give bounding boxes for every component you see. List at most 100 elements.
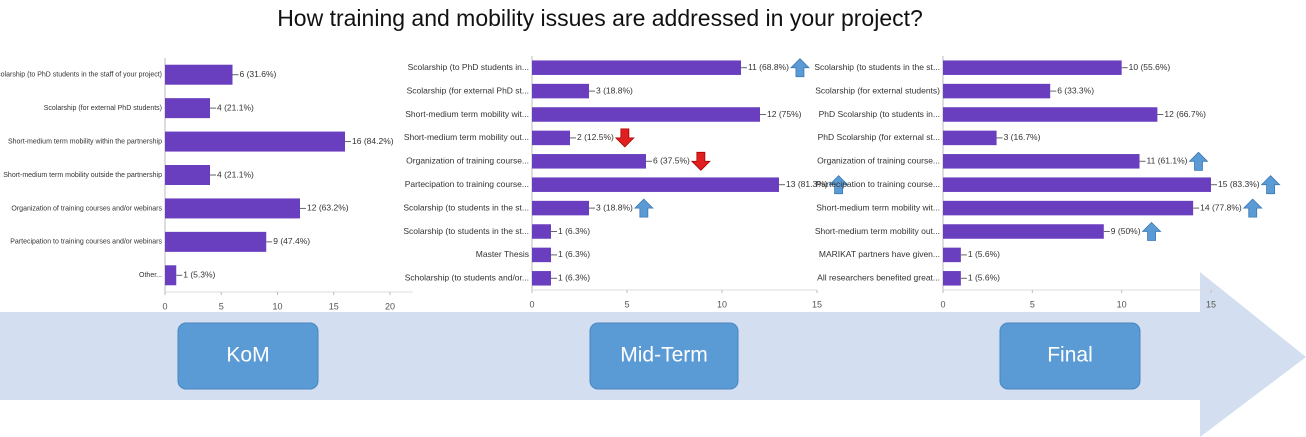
category-label: Scholarship (to students and/or... <box>405 273 529 283</box>
value-label: 13 (81.3%) <box>786 179 828 189</box>
value-label: 16 (84.2%) <box>352 136 394 146</box>
x-tick-label: 10 <box>717 299 727 309</box>
trend-up-icon <box>633 198 654 218</box>
trend-up-icon <box>789 58 810 78</box>
category-label: Organization of training course... <box>817 156 940 166</box>
category-label: Other... <box>139 272 162 279</box>
bar <box>165 98 210 119</box>
x-tick-label: 0 <box>162 301 167 311</box>
value-label: 12 (66.7%) <box>1164 109 1206 119</box>
bar <box>532 107 760 122</box>
category-label: Scolarship (to students in the st... <box>814 62 940 72</box>
x-tick-label: 10 <box>1117 299 1127 309</box>
bar <box>943 224 1104 239</box>
stage-box <box>589 322 739 390</box>
value-label: 15 (83.3%) <box>1218 179 1260 189</box>
trend-up-icon <box>828 175 849 195</box>
value-label: 12 (63.2%) <box>307 203 349 213</box>
x-tick-label: 15 <box>329 301 339 311</box>
x-tick-label: 0 <box>529 299 534 309</box>
trend-up-icon <box>1242 198 1263 218</box>
bar <box>532 200 589 216</box>
category-label: Scolarship (for external students) <box>815 85 940 95</box>
x-tick-label: 10 <box>272 301 282 311</box>
value-label: 3 (18.8%) <box>596 202 633 212</box>
category-label: Scolarship (to students in the st... <box>403 202 529 212</box>
value-label: 1 (6.3%) <box>558 273 590 283</box>
value-label: 14 (77.8%) <box>1200 202 1242 212</box>
category-label: Short-medium term mobility out... <box>404 132 529 142</box>
x-tick-label: 0 <box>940 299 945 309</box>
bar <box>165 165 210 185</box>
stage-label: Final <box>1047 344 1093 367</box>
bar <box>943 107 1158 122</box>
value-label: 4 (21.1%) <box>217 169 254 179</box>
bar <box>943 200 1194 216</box>
value-label: 12 (75%) <box>767 109 802 119</box>
x-tick-label: 15 <box>812 299 822 309</box>
value-label: 10 (55.6%) <box>1129 62 1171 72</box>
value-label: 6 (31.6%) <box>240 69 277 79</box>
value-label: 6 (33.3%) <box>1057 85 1094 95</box>
bar <box>532 130 570 146</box>
stage-label: KoM <box>226 344 269 367</box>
category-label: Scolarship (for external PhD st... <box>407 85 529 95</box>
bar <box>165 64 233 85</box>
bar <box>532 271 551 286</box>
stage-box <box>177 322 319 390</box>
bar <box>943 154 1140 169</box>
category-label: MARIKAT partners have given... <box>819 249 940 259</box>
value-label: 9 (50%) <box>1111 226 1141 236</box>
value-label: 11 (61.1%) <box>1147 156 1188 166</box>
category-label: Short-medium term mobility wit... <box>405 109 529 119</box>
category-label: Short-medium term mobility within the pa… <box>8 138 162 145</box>
bar <box>165 131 345 152</box>
bar <box>165 198 300 219</box>
x-tick-label: 20 <box>385 301 395 311</box>
bar <box>532 154 646 169</box>
bar <box>943 130 997 146</box>
category-label: PhD Scolarship (to students in... <box>819 109 940 119</box>
value-label: 6 (37.5%) <box>653 156 690 166</box>
bar <box>943 247 961 263</box>
bar <box>943 60 1122 75</box>
value-label: 3 (16.7%) <box>1004 132 1041 142</box>
category-label: Scolarship (to PhD students in the staff… <box>0 72 162 79</box>
category-label: Partecipation to training courses and/or… <box>10 239 162 246</box>
value-label: 1 (6.3%) <box>558 249 590 259</box>
trend-down-icon <box>614 128 635 148</box>
bar <box>532 224 551 239</box>
trend-down-icon <box>690 151 711 171</box>
category-label: Partecipation to training course... <box>816 179 940 189</box>
value-label: 4 (21.1%) <box>217 102 254 112</box>
value-label: 2 (12.5%) <box>577 132 614 142</box>
x-tick-label: 15 <box>1206 299 1216 309</box>
value-label: 1 (5.3%) <box>183 270 215 280</box>
category-label: Scolarship (to PhD students in... <box>408 62 529 72</box>
bar <box>532 60 741 75</box>
category-label: Scolarship (to students in the st... <box>403 226 529 236</box>
value-label: 1 (5.6%) <box>968 249 1000 259</box>
trend-up-icon <box>1141 221 1162 241</box>
category-label: Organization of training course... <box>406 156 529 166</box>
category-label: Short-medium term mobility wit... <box>816 202 940 212</box>
trend-up-icon <box>1260 175 1281 195</box>
category-label: Short-medium term mobility out... <box>815 226 940 236</box>
category-label: PhD Scolarship (for external st... <box>818 132 940 142</box>
value-label: 1 (5.6%) <box>968 273 1000 283</box>
trend-up-icon <box>1188 151 1209 171</box>
bar <box>943 177 1211 192</box>
x-tick-label: 5 <box>624 299 629 309</box>
bar <box>532 177 779 192</box>
category-label: Master Thesis <box>476 249 529 259</box>
bar <box>943 271 961 286</box>
bar <box>165 265 177 286</box>
bar <box>532 83 589 99</box>
category-label: Partecipation to training course... <box>405 179 529 189</box>
slide-title: How training and mobility issues are add… <box>277 5 923 31</box>
value-label: 3 (18.8%) <box>596 85 633 95</box>
bar <box>943 83 1051 99</box>
bar <box>532 247 551 263</box>
value-label: 9 (47.4%) <box>273 236 310 246</box>
